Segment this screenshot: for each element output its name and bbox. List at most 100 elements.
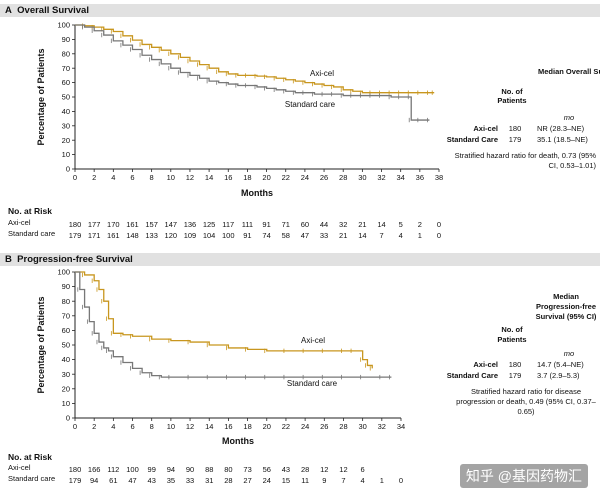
panel-b-x-tick-label: 28: [339, 422, 347, 431]
panel-a-risk-cell-axicel: 161: [126, 220, 139, 229]
panel-b-risk-cell-axicel: 90: [186, 465, 194, 474]
panel-a-y-tick-label: 20: [62, 136, 70, 145]
panel-a-y-tick-label: 80: [62, 49, 70, 58]
panel-a-risk-cell-standard: 21: [339, 231, 347, 240]
panel-a-y-tick-label: 60: [62, 78, 70, 87]
panel-a-x-tick-label: 30: [358, 173, 366, 182]
panel-a-risk-label-axicel: Axi-cel: [8, 218, 31, 227]
panel-a-risk-cell-axicel: 91: [262, 220, 270, 229]
panel-a-title: A Overall Survival: [5, 5, 89, 16]
panel-a-x-tick-label: 34: [397, 173, 405, 182]
panel-b-y-tick-label: 90: [62, 282, 70, 291]
panel-a-risk-cell-standard: 14: [358, 231, 366, 240]
panel-a-unit: mo: [563, 113, 575, 122]
panel-b-risk-cell-standard: 4: [361, 476, 365, 485]
panel-b-risk-cell-standard: 24: [263, 476, 271, 485]
panel-a-risk-cell-axicel: 147: [165, 220, 178, 229]
panel-a-y-tick-label: 90: [62, 35, 70, 44]
panel-a-risk-cell-axicel: 14: [377, 220, 385, 229]
panel-b-y-tick-label: 100: [57, 268, 70, 277]
panel-a-risk-cell-standard: 120: [165, 231, 178, 240]
panel-a-y-axis-label: Percentage of Patients: [36, 48, 46, 145]
panel-b-x-tick-label: 16: [224, 422, 232, 431]
panel-a-x-tick-label: 20: [262, 173, 270, 182]
panel-a-risk-header: No. at Risk: [8, 206, 52, 216]
panel-b-axicel-curve-label: Axi-cel: [301, 336, 325, 345]
panel-a-y-tick-label: 100: [57, 21, 70, 30]
panel-b-y-tick-label: 30: [62, 370, 70, 379]
panel-b-letter: B: [5, 254, 12, 265]
panel-b-summary-name-2: Standard Care: [446, 371, 498, 380]
panel-b-risk-cell-standard: 35: [167, 476, 175, 485]
panel-b-risk-cell-standard: 61: [109, 476, 117, 485]
panel-a-risk-cell-axicel: 136: [184, 220, 197, 229]
panel-b-x-tick-label: 24: [301, 422, 309, 431]
panel-b-risk-cell-standard: 43: [148, 476, 156, 485]
panel-a-risk-cell-standard: 161: [107, 231, 120, 240]
panel-a-x-tick-label: 0: [73, 173, 77, 182]
panel-a-x-tick-label: 8: [150, 173, 154, 182]
panel-a-letter: A: [5, 5, 12, 16]
panel-b-x-tick-label: 12: [186, 422, 194, 431]
panel-a-x-tick-label: 38: [435, 173, 443, 182]
panel-a-risk-cell-axicel: 5: [399, 220, 403, 229]
panel-b-y-tick-label: 20: [62, 384, 70, 393]
panel-a-col-median: Median Overall Survival (95% CI): [538, 67, 600, 76]
panel-b-y-tick-label: 70: [62, 311, 70, 320]
panel-b-risk-cell-standard: 9: [322, 476, 326, 485]
panel-a-summary-n-1: 180: [508, 124, 522, 133]
panel-a-summary-n-2: 179: [508, 135, 522, 144]
panel-b-x-tick-label: 22: [282, 422, 290, 431]
panel-b-risk-cell-axicel: 112: [107, 465, 119, 474]
panel-a-risk-cell-axicel: 117: [222, 220, 234, 229]
panel-b-summary-name-1: Axi-cel: [473, 360, 498, 369]
panel-a-risk-cell-axicel: 60: [301, 220, 309, 229]
panel-b-risk-cell-standard: 1: [380, 476, 384, 485]
panel-a-y-tick-label: 70: [62, 64, 70, 73]
watermark: 知乎 @基因药物汇: [459, 464, 588, 488]
panel-b-risk-cell-axicel: 180: [69, 465, 82, 474]
panel-b-risk-cell-axicel: 56: [263, 465, 271, 474]
panel-b-col-patients: No. of Patients: [497, 325, 527, 344]
panel-b-y-axis-label: Percentage of Patients: [36, 296, 46, 393]
panel-b-risk-cell-standard: 47: [128, 476, 136, 485]
panel-a-x-tick-label: 10: [167, 173, 175, 182]
panel-b-header: [0, 253, 600, 266]
panel-a-risk-cell-standard: 100: [222, 231, 235, 240]
panel-a-risk-cell-axicel: 157: [145, 220, 158, 229]
panel-b-standard-care-curve: [75, 271, 392, 378]
panel-b-risk-cell-axicel: 43: [282, 465, 290, 474]
panel-a-x-tick-label: 12: [186, 173, 194, 182]
panel-a-x-tick-label: 16: [224, 173, 232, 182]
panel-a-risk-cell-axicel: 177: [88, 220, 101, 229]
panel-a-risk-cell-axicel: 2: [418, 220, 422, 229]
panel-a-x-tick-label: 18: [243, 173, 251, 182]
panel-a-y-tick-label: 30: [62, 121, 70, 130]
panel-a-x-tick-label: 32: [377, 173, 385, 182]
panel-a-y-tick-label: 50: [62, 93, 70, 102]
panel-b-x-tick-label: 30: [358, 422, 366, 431]
panel-a-risk-cell-axicel: 32: [339, 220, 347, 229]
panel-a-x-tick-label: 26: [320, 173, 328, 182]
panel-a-x-tick-label: 24: [301, 173, 309, 182]
panel-a-y-tick-label: 0: [66, 165, 70, 174]
panel-a-y-tick-label: 10: [62, 150, 70, 159]
panel-a-x-tick-label: 14: [205, 173, 213, 182]
panel-b-risk-cell-axicel: 100: [126, 465, 139, 474]
panel-b-x-tick-label: 34: [397, 422, 405, 431]
panel-b-x-tick-label: 2: [92, 422, 96, 431]
panel-b-risk-cell-standard: 11: [301, 476, 309, 485]
panel-a-standard-care-curve: [75, 24, 430, 121]
panel-b-x-tick-label: 6: [130, 422, 134, 431]
panel-b-risk-cell-axicel: 73: [243, 465, 251, 474]
panel-a-risk-cell-standard: 104: [203, 231, 216, 240]
panel-a-risk-cell-axicel: 44: [320, 220, 328, 229]
panel-a-risk-cell-standard: 179: [69, 231, 82, 240]
panel-a-title-text: Overall Survival: [17, 5, 89, 16]
panel-a-summary-median-2: 35.1 (18.5–NE): [537, 135, 588, 144]
panel-b-x-tick-label: 26: [320, 422, 328, 431]
panel-b-summary-n-2: 179: [508, 371, 522, 380]
panel-b-x-tick-label: 4: [111, 422, 115, 431]
